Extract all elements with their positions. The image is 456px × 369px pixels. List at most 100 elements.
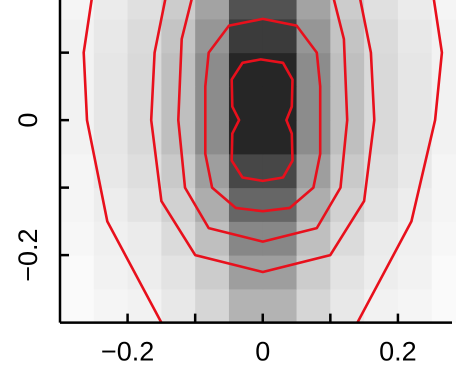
heat-cell <box>195 0 230 20</box>
heat-cell <box>330 52 365 87</box>
heat-cell <box>330 255 365 290</box>
heat-cell <box>93 86 129 121</box>
heat-cell <box>60 221 95 256</box>
heat-cell <box>195 52 230 87</box>
contour-line <box>82 0 444 323</box>
heat-cell <box>60 187 95 222</box>
heat-cell <box>364 187 399 222</box>
heat-cell <box>431 187 456 222</box>
x-tick-label: 0.2 <box>379 337 417 367</box>
contour-line <box>177 0 349 243</box>
heat-cell <box>60 153 95 189</box>
heat-cell <box>296 187 331 222</box>
heat-cell <box>161 18 196 54</box>
contour-line <box>204 17 322 213</box>
heat-cell <box>60 288 95 323</box>
heat-cell <box>397 18 433 54</box>
heat-cell <box>364 255 399 290</box>
heat-cell <box>127 0 162 20</box>
heat-cell <box>127 86 162 121</box>
x-tick-label: −0.2 <box>101 337 154 367</box>
heat-cell <box>262 187 298 222</box>
heat-cell <box>262 255 298 290</box>
heat-cell <box>431 153 456 189</box>
heat-cell <box>228 187 264 222</box>
heat-cell <box>296 86 331 121</box>
plot-area <box>60 0 456 323</box>
heat-cell <box>161 52 196 87</box>
heat-cell <box>93 0 129 20</box>
heat-cell <box>161 255 196 290</box>
heat-cell <box>195 86 230 121</box>
heat-cell <box>397 86 433 121</box>
heat-cell <box>93 120 129 155</box>
heat-cell <box>60 0 95 20</box>
heat-cell <box>296 288 331 323</box>
heat-cell <box>60 86 95 121</box>
heat-cell <box>364 221 399 256</box>
heat-cell <box>228 86 264 121</box>
heat-cell <box>364 52 399 87</box>
heat-cell <box>195 288 230 323</box>
axes: −0.2 0 0.2 −0.2 0 <box>13 0 452 367</box>
heat-cell <box>397 0 433 20</box>
heat-cell <box>330 153 365 189</box>
heat-cell <box>228 288 264 323</box>
heat-cell <box>195 120 230 155</box>
heat-cell <box>195 221 230 256</box>
heat-cell <box>397 288 433 323</box>
heat-cell <box>431 255 456 290</box>
x-tick-label: 0 <box>255 337 270 367</box>
heat-cell <box>296 52 331 87</box>
heat-cell <box>127 52 162 87</box>
heat-cell <box>93 52 129 87</box>
heat-cell <box>161 153 196 189</box>
heat-cell <box>364 86 399 121</box>
heat-cell <box>127 187 162 222</box>
heat-cell <box>296 120 331 155</box>
heat-cell <box>228 52 264 87</box>
heat-cell <box>93 288 129 323</box>
heat-cell <box>127 120 162 155</box>
contour-line <box>149 0 376 274</box>
heat-cell <box>330 288 365 323</box>
heat-cell <box>330 18 365 54</box>
heat-cell <box>127 288 162 323</box>
heat-cell <box>431 288 456 323</box>
heat-cell <box>397 120 433 155</box>
contour-line <box>230 58 294 183</box>
heat-cell <box>431 18 456 54</box>
heat-cell <box>262 0 298 20</box>
heat-cell <box>228 0 264 20</box>
y-tick-label: −0.2 <box>13 228 43 281</box>
heat-cell <box>228 255 264 290</box>
y-tick-label: 0 <box>13 113 43 128</box>
heat-cell <box>397 255 433 290</box>
heat-cell <box>431 0 456 20</box>
heat-cell <box>60 52 95 87</box>
heat-cell <box>195 255 230 290</box>
heat-cell <box>431 221 456 256</box>
heat-cell <box>431 120 456 155</box>
heat-cell <box>60 255 95 290</box>
heat-cell <box>364 0 399 20</box>
heat-cell <box>228 120 264 155</box>
heat-cell <box>397 52 433 87</box>
heat-cell <box>296 221 331 256</box>
heat-cell <box>195 187 230 222</box>
heat-cell <box>228 153 264 189</box>
heat-cell <box>127 221 162 256</box>
heat-cell <box>431 52 456 87</box>
heat-cell <box>93 187 129 222</box>
heat-cell <box>127 255 162 290</box>
heat-cell <box>161 288 196 323</box>
heat-cell <box>296 0 331 20</box>
heat-cell <box>161 187 196 222</box>
heat-cell <box>364 120 399 155</box>
heat-cell <box>93 18 129 54</box>
heat-cell <box>364 288 399 323</box>
heat-cell <box>330 187 365 222</box>
heat-cell <box>262 288 298 323</box>
heat-cell <box>93 255 129 290</box>
